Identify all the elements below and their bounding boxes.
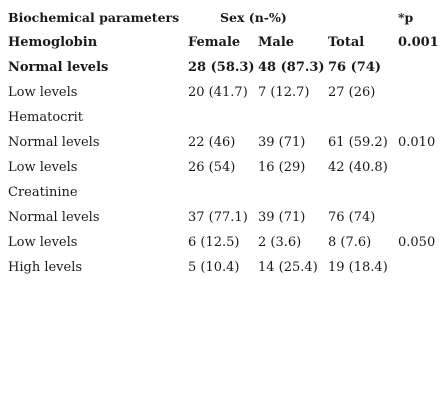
- cell-female: 6 (12.5): [188, 235, 240, 250]
- cell-total: 61 (59.2): [328, 135, 388, 150]
- cell-female: 37 (77.1): [188, 210, 248, 225]
- cell-total: Total: [328, 35, 365, 50]
- table-row: Normal levels 22 (46) 39 (71) 61 (59.2) 0.01…: [0, 135, 446, 153]
- cell-total: 8 (7.6): [328, 235, 372, 250]
- cell-male: 39 (71): [258, 135, 306, 150]
- table-header: Biochemical parameters Sex (n-%) *p: [8, 10, 438, 28]
- table-row: Creatinine: [0, 185, 446, 203]
- table-row: Normal levels 37 (77.1) 39 (71) 76 (74): [0, 210, 446, 228]
- row-label: Normal levels: [8, 210, 100, 225]
- table-row: Normal levels 28 (58.3) 48 (87.3) 76 (74): [0, 60, 446, 78]
- table-row: Hemoglobin Female Male Total 0.001: [0, 35, 446, 53]
- table-row: Low levels 20 (41.7) 7 (12.7) 27 (26): [0, 85, 446, 103]
- cell-female: 20 (41.7): [188, 85, 248, 100]
- cell-male: 2 (3.6): [258, 235, 302, 250]
- row-label: Hematocrit: [8, 110, 84, 125]
- header-p: *p: [398, 10, 414, 25]
- cell-female: 26 (54): [188, 160, 236, 175]
- header-parameters: Biochemical parameters: [8, 10, 180, 25]
- cell-male: 7 (12.7): [258, 85, 310, 100]
- cell-male: 16 (29): [258, 160, 306, 175]
- cell-female: Female: [188, 35, 241, 50]
- cell-total: 76 (74): [328, 60, 382, 75]
- cell-male: 48 (87.3): [258, 60, 325, 75]
- cell-male: Male: [258, 35, 295, 50]
- cell-total: 42 (40.8): [328, 160, 388, 175]
- row-label: Low levels: [8, 85, 78, 100]
- table-row: Low levels 26 (54) 16 (29) 42 (40.8): [0, 160, 446, 178]
- cell-total: 76 (74): [328, 210, 376, 225]
- cell-p-value: 0.050: [398, 235, 436, 250]
- row-label: Normal levels: [8, 135, 100, 150]
- table-row: Low levels 6 (12.5) 2 (3.6) 8 (7.6) 0.050: [0, 235, 446, 253]
- cell-p-value: 0.001: [398, 35, 439, 50]
- row-label: Low levels: [8, 235, 78, 250]
- cell-male: 14 (25.4): [258, 260, 318, 275]
- cell-total: 27 (26): [328, 85, 376, 100]
- cell-p-value: 0.010: [398, 135, 436, 150]
- cell-male: 39 (71): [258, 210, 306, 225]
- cell-female: 22 (46): [188, 135, 236, 150]
- row-label: Low levels: [8, 160, 78, 175]
- cell-total: 19 (18.4): [328, 260, 388, 275]
- cell-female: 28 (58.3): [188, 60, 255, 75]
- row-label: Normal levels: [8, 60, 109, 75]
- row-label: Creatinine: [8, 185, 78, 200]
- cell-female: 5 (10.4): [188, 260, 240, 275]
- header-sex: Sex (n-%): [220, 10, 287, 25]
- row-label: Hemoglobin: [8, 35, 98, 50]
- table-row: Hematocrit: [0, 110, 446, 128]
- row-label: High levels: [8, 260, 83, 275]
- table-row: High levels 5 (10.4) 14 (25.4) 19 (18.4): [0, 260, 446, 278]
